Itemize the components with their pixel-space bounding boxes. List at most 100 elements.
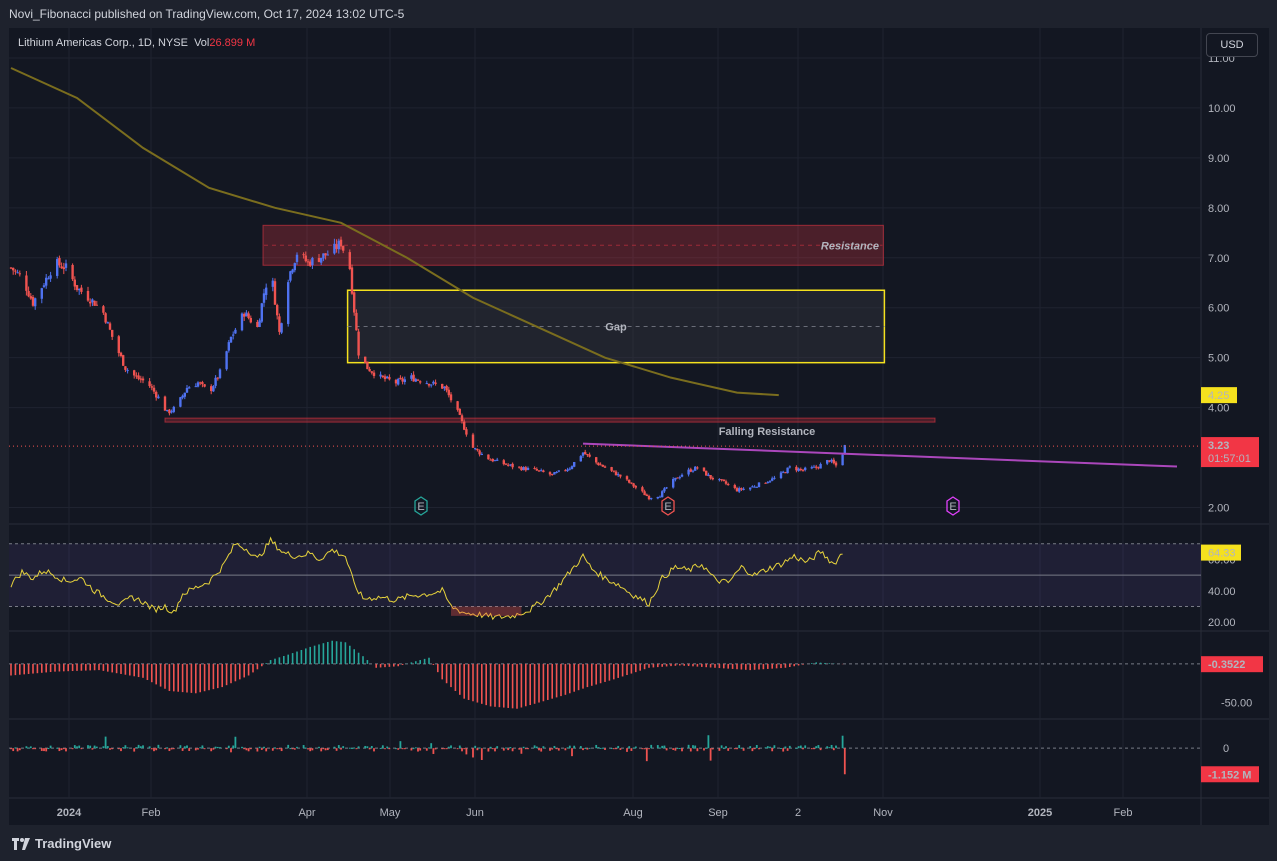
x-tick-label: Sep — [708, 807, 728, 819]
candle-body — [416, 379, 420, 381]
candle-body — [397, 378, 400, 385]
osc-bar — [824, 662, 826, 664]
candle-body — [119, 352, 123, 357]
candle-body — [788, 466, 791, 468]
candle-body — [493, 460, 497, 462]
vol-bar — [227, 745, 230, 749]
vol-bar — [322, 748, 325, 750]
vol-bar — [430, 743, 433, 749]
vol-bar — [280, 748, 283, 752]
vol-bar — [797, 746, 800, 749]
osc-bar — [643, 663, 646, 670]
candle-body — [333, 243, 336, 254]
osc-bar — [80, 663, 83, 671]
osc-bar — [300, 650, 303, 664]
candle-body — [456, 401, 459, 410]
candle-body — [212, 386, 215, 392]
candle-body — [64, 263, 68, 268]
osc-bar — [27, 663, 30, 674]
vol-bar — [597, 747, 600, 749]
osc-bar — [225, 663, 228, 686]
vol-bar — [432, 748, 435, 754]
osc-bar — [357, 652, 360, 664]
candle-body — [661, 491, 664, 498]
vol-bar — [111, 748, 114, 750]
candle-body — [86, 290, 90, 301]
osc-bar — [542, 663, 545, 702]
candle-body — [42, 285, 46, 287]
vol-bar — [709, 748, 712, 761]
earnings-marker — [414, 496, 428, 516]
candle-body — [443, 386, 446, 389]
y-tick-label: 10.00 — [1208, 103, 1236, 115]
vol-bar — [243, 748, 246, 750]
currency-button[interactable]: USD — [1206, 33, 1258, 57]
osc-bar — [520, 663, 523, 708]
candle-body — [709, 474, 712, 479]
vol-bar — [170, 748, 173, 750]
candle-body — [612, 470, 615, 472]
vol-bar — [45, 748, 48, 752]
candle-body — [430, 384, 433, 386]
vol-bar — [109, 748, 111, 750]
osc-bar — [212, 663, 215, 690]
vol-bar — [172, 748, 175, 750]
candle-body — [111, 329, 114, 337]
x-tick-label: Feb — [1114, 807, 1133, 819]
candle-body — [804, 467, 807, 470]
candle-body — [696, 467, 699, 469]
candle-body — [511, 463, 514, 468]
candle-body — [383, 376, 387, 380]
vol-bar — [588, 747, 591, 749]
candle-body — [240, 313, 244, 331]
osc-bar — [274, 658, 276, 664]
osc-bar — [432, 663, 435, 665]
vol-bar — [104, 736, 107, 749]
candle-body — [753, 486, 756, 488]
osc-bar — [168, 663, 171, 691]
vol-bar — [584, 747, 587, 749]
vol-bar — [742, 748, 745, 751]
vol-bar — [225, 748, 228, 750]
osc-bar — [723, 663, 725, 669]
vol-bar — [665, 748, 668, 751]
candle-body — [782, 471, 785, 473]
vol-bar — [194, 748, 197, 751]
vol-bar — [181, 748, 184, 751]
candle-body — [702, 467, 706, 471]
vol-bar — [410, 748, 413, 751]
candle-body — [311, 257, 314, 266]
osc-bar — [93, 663, 96, 671]
osc-bar — [507, 663, 509, 708]
osc-bar — [137, 663, 140, 678]
vol-bar — [447, 746, 450, 749]
vol-bar — [18, 748, 21, 751]
vol-bar — [518, 748, 521, 750]
candle-body — [276, 305, 279, 316]
candle-body — [394, 379, 398, 384]
candle-body — [617, 474, 620, 476]
tradingview-logo[interactable]: TradingView — [12, 836, 111, 851]
candle-body — [656, 496, 659, 499]
vol-bar — [428, 747, 430, 749]
candle-body — [680, 474, 684, 477]
osc-bar — [560, 663, 562, 697]
candle-body — [738, 488, 741, 492]
osc-bar — [683, 663, 685, 666]
candle-body — [489, 459, 492, 461]
vol-bar — [388, 748, 391, 750]
osc-bar — [344, 642, 347, 664]
candle-body — [471, 434, 475, 448]
vol-bar — [720, 745, 723, 749]
osc-bar — [41, 663, 43, 673]
vol-bar — [520, 748, 523, 754]
chart-frame[interactable]: 2024 Feb Apr May Jun Aug Sep 2 Nov 2025 Feb 11.00 10… — [9, 28, 1269, 825]
chart-canvas[interactable]: 2024 Feb Apr May Jun Aug Sep 2 Nov 2025 Feb11.0010… — [9, 28, 1269, 825]
candle-body — [293, 263, 296, 271]
candle-body — [78, 288, 81, 291]
vol-bar — [538, 748, 540, 751]
candle-body — [124, 366, 127, 370]
vol-bar — [91, 748, 94, 750]
candle-body — [779, 472, 783, 479]
osc-bar — [45, 663, 47, 673]
